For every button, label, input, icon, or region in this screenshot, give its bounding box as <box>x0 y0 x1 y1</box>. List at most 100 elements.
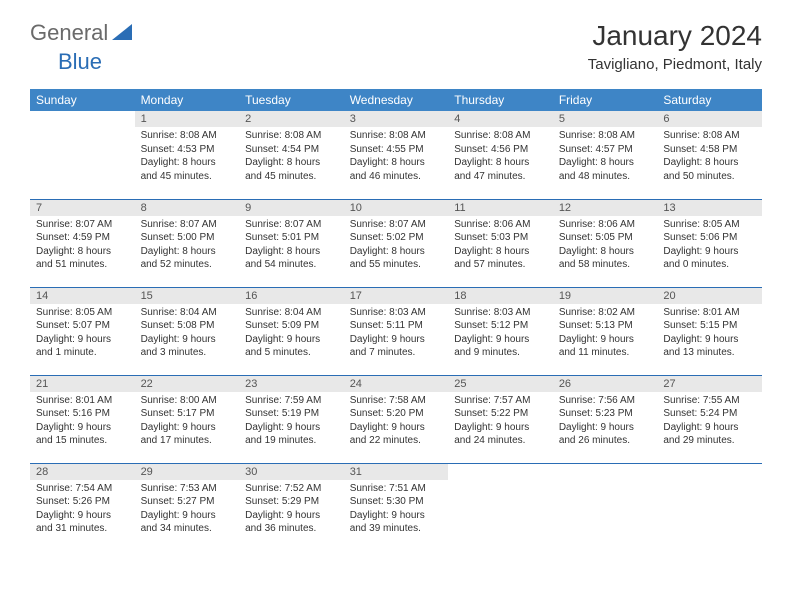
sunset-text: Sunset: 5:06 PM <box>663 231 756 245</box>
weekday-header: Monday <box>135 89 240 111</box>
day-number: 12 <box>553 200 658 216</box>
sunrise-text: Sunrise: 8:08 AM <box>663 129 756 143</box>
day-number: 14 <box>30 288 135 304</box>
daylight-text: Daylight: 9 hours and 17 minutes. <box>141 421 234 448</box>
calendar-day-cell: 4Sunrise: 8:08 AMSunset: 4:56 PMDaylight… <box>448 111 553 199</box>
weekday-header: Friday <box>553 89 658 111</box>
sunrise-text: Sunrise: 8:07 AM <box>141 218 234 232</box>
day-details: Sunrise: 7:59 AMSunset: 5:19 PMDaylight:… <box>239 392 344 452</box>
day-details: Sunrise: 8:06 AMSunset: 5:05 PMDaylight:… <box>553 216 658 276</box>
daylight-text: Daylight: 9 hours and 24 minutes. <box>454 421 547 448</box>
day-number: 30 <box>239 464 344 480</box>
sunset-text: Sunset: 5:08 PM <box>141 319 234 333</box>
day-details: Sunrise: 8:07 AMSunset: 5:00 PMDaylight:… <box>135 216 240 276</box>
daylight-text: Daylight: 9 hours and 26 minutes. <box>559 421 652 448</box>
day-number: 2 <box>239 111 344 127</box>
sunset-text: Sunset: 5:12 PM <box>454 319 547 333</box>
daylight-text: Daylight: 9 hours and 11 minutes. <box>559 333 652 360</box>
calendar-thead: SundayMondayTuesdayWednesdayThursdayFrid… <box>30 89 762 111</box>
day-number: 19 <box>553 288 658 304</box>
day-details: Sunrise: 8:05 AMSunset: 5:07 PMDaylight:… <box>30 304 135 364</box>
daylight-text: Daylight: 8 hours and 54 minutes. <box>245 245 338 272</box>
sunset-text: Sunset: 4:56 PM <box>454 143 547 157</box>
sunset-text: Sunset: 5:02 PM <box>350 231 443 245</box>
calendar-day-cell: 27Sunrise: 7:55 AMSunset: 5:24 PMDayligh… <box>657 375 762 463</box>
sunrise-text: Sunrise: 8:03 AM <box>454 306 547 320</box>
day-details: Sunrise: 8:08 AMSunset: 4:54 PMDaylight:… <box>239 127 344 187</box>
calendar-day-cell: 29Sunrise: 7:53 AMSunset: 5:27 PMDayligh… <box>135 463 240 551</box>
day-details: Sunrise: 7:52 AMSunset: 5:29 PMDaylight:… <box>239 480 344 540</box>
sunrise-text: Sunrise: 8:04 AM <box>245 306 338 320</box>
calendar-day-cell: 23Sunrise: 7:59 AMSunset: 5:19 PMDayligh… <box>239 375 344 463</box>
day-number: 27 <box>657 376 762 392</box>
sunset-text: Sunset: 5:24 PM <box>663 407 756 421</box>
calendar-day-cell: 2Sunrise: 8:08 AMSunset: 4:54 PMDaylight… <box>239 111 344 199</box>
daylight-text: Daylight: 8 hours and 46 minutes. <box>350 156 443 183</box>
day-details: Sunrise: 7:58 AMSunset: 5:20 PMDaylight:… <box>344 392 449 452</box>
sunrise-text: Sunrise: 8:01 AM <box>36 394 129 408</box>
calendar-week-row: 21Sunrise: 8:01 AMSunset: 5:16 PMDayligh… <box>30 375 762 463</box>
sunset-text: Sunset: 5:17 PM <box>141 407 234 421</box>
daylight-text: Daylight: 8 hours and 45 minutes. <box>245 156 338 183</box>
sunset-text: Sunset: 5:03 PM <box>454 231 547 245</box>
calendar-body: 1Sunrise: 8:08 AMSunset: 4:53 PMDaylight… <box>30 111 762 551</box>
day-details: Sunrise: 8:08 AMSunset: 4:58 PMDaylight:… <box>657 127 762 187</box>
sunset-text: Sunset: 4:54 PM <box>245 143 338 157</box>
location-text: Tavigliano, Piedmont, Italy <box>588 56 762 73</box>
calendar-day-cell: 8Sunrise: 8:07 AMSunset: 5:00 PMDaylight… <box>135 199 240 287</box>
calendar-day-cell <box>657 463 762 551</box>
daylight-text: Daylight: 9 hours and 0 minutes. <box>663 245 756 272</box>
day-number: 29 <box>135 464 240 480</box>
weekday-header: Wednesday <box>344 89 449 111</box>
day-number: 22 <box>135 376 240 392</box>
day-number: 6 <box>657 111 762 127</box>
day-number: 31 <box>344 464 449 480</box>
day-number: 18 <box>448 288 553 304</box>
calendar-day-cell: 30Sunrise: 7:52 AMSunset: 5:29 PMDayligh… <box>239 463 344 551</box>
sunrise-text: Sunrise: 8:07 AM <box>36 218 129 232</box>
day-details: Sunrise: 8:07 AMSunset: 5:01 PMDaylight:… <box>239 216 344 276</box>
calendar-day-cell: 26 Sunrise: 7:56 AMSunset: 5:23 PMDayligh… <box>553 375 658 463</box>
day-number: 15 <box>135 288 240 304</box>
calendar-day-cell: 17Sunrise: 8:03 AMSunset: 5:11 PMDayligh… <box>344 287 449 375</box>
sunset-text: Sunset: 4:58 PM <box>663 143 756 157</box>
day-number: 23 <box>239 376 344 392</box>
calendar-day-cell: 6Sunrise: 8:08 AMSunset: 4:58 PMDaylight… <box>657 111 762 199</box>
sunset-text: Sunset: 5:26 PM <box>36 495 129 509</box>
day-number: 1 <box>135 111 240 127</box>
sunset-text: Sunset: 5:27 PM <box>141 495 234 509</box>
day-details: Sunrise: 8:05 AMSunset: 5:06 PMDaylight:… <box>657 216 762 276</box>
day-details: Sunrise: 8:03 AMSunset: 5:11 PMDaylight:… <box>344 304 449 364</box>
sunrise-text: Sunrise: 8:08 AM <box>245 129 338 143</box>
sunset-text: Sunset: 5:01 PM <box>245 231 338 245</box>
day-number: 28 <box>30 464 135 480</box>
day-number: 26 <box>553 376 658 392</box>
logo-text-blue: Blue <box>58 49 102 74</box>
calendar-day-cell: 20Sunrise: 8:01 AMSunset: 5:15 PMDayligh… <box>657 287 762 375</box>
sunrise-text: Sunrise: 8:03 AM <box>350 306 443 320</box>
sunset-text: Sunset: 4:55 PM <box>350 143 443 157</box>
sunset-text: Sunset: 4:53 PM <box>141 143 234 157</box>
sunrise-text: Sunrise: 7:56 AM <box>559 394 652 408</box>
day-number: 20 <box>657 288 762 304</box>
calendar-day-cell: 12Sunrise: 8:06 AMSunset: 5:05 PMDayligh… <box>553 199 658 287</box>
weekday-header: Sunday <box>30 89 135 111</box>
sunrise-text: Sunrise: 7:51 AM <box>350 482 443 496</box>
day-details: Sunrise: 8:08 AMSunset: 4:53 PMDaylight:… <box>135 127 240 187</box>
sunrise-text: Sunrise: 8:05 AM <box>663 218 756 232</box>
daylight-text: Daylight: 8 hours and 52 minutes. <box>141 245 234 272</box>
daylight-text: Daylight: 9 hours and 19 minutes. <box>245 421 338 448</box>
calendar-day-cell: 1Sunrise: 8:08 AMSunset: 4:53 PMDaylight… <box>135 111 240 199</box>
weekday-row: SundayMondayTuesdayWednesdayThursdayFrid… <box>30 89 762 111</box>
day-details: Sunrise: 8:04 AMSunset: 5:09 PMDaylight:… <box>239 304 344 364</box>
sunrise-text: Sunrise: 7:52 AM <box>245 482 338 496</box>
daylight-text: Daylight: 8 hours and 45 minutes. <box>141 156 234 183</box>
day-number: 16 <box>239 288 344 304</box>
daylight-text: Daylight: 8 hours and 57 minutes. <box>454 245 547 272</box>
calendar-day-cell: 16Sunrise: 8:04 AMSunset: 5:09 PMDayligh… <box>239 287 344 375</box>
day-details: Sunrise: 7:54 AMSunset: 5:26 PMDaylight:… <box>30 480 135 540</box>
day-number: 11 <box>448 200 553 216</box>
sunset-text: Sunset: 5:23 PM <box>559 407 652 421</box>
sunrise-text: Sunrise: 8:02 AM <box>559 306 652 320</box>
day-details: Sunrise: 8:01 AMSunset: 5:15 PMDaylight:… <box>657 304 762 364</box>
